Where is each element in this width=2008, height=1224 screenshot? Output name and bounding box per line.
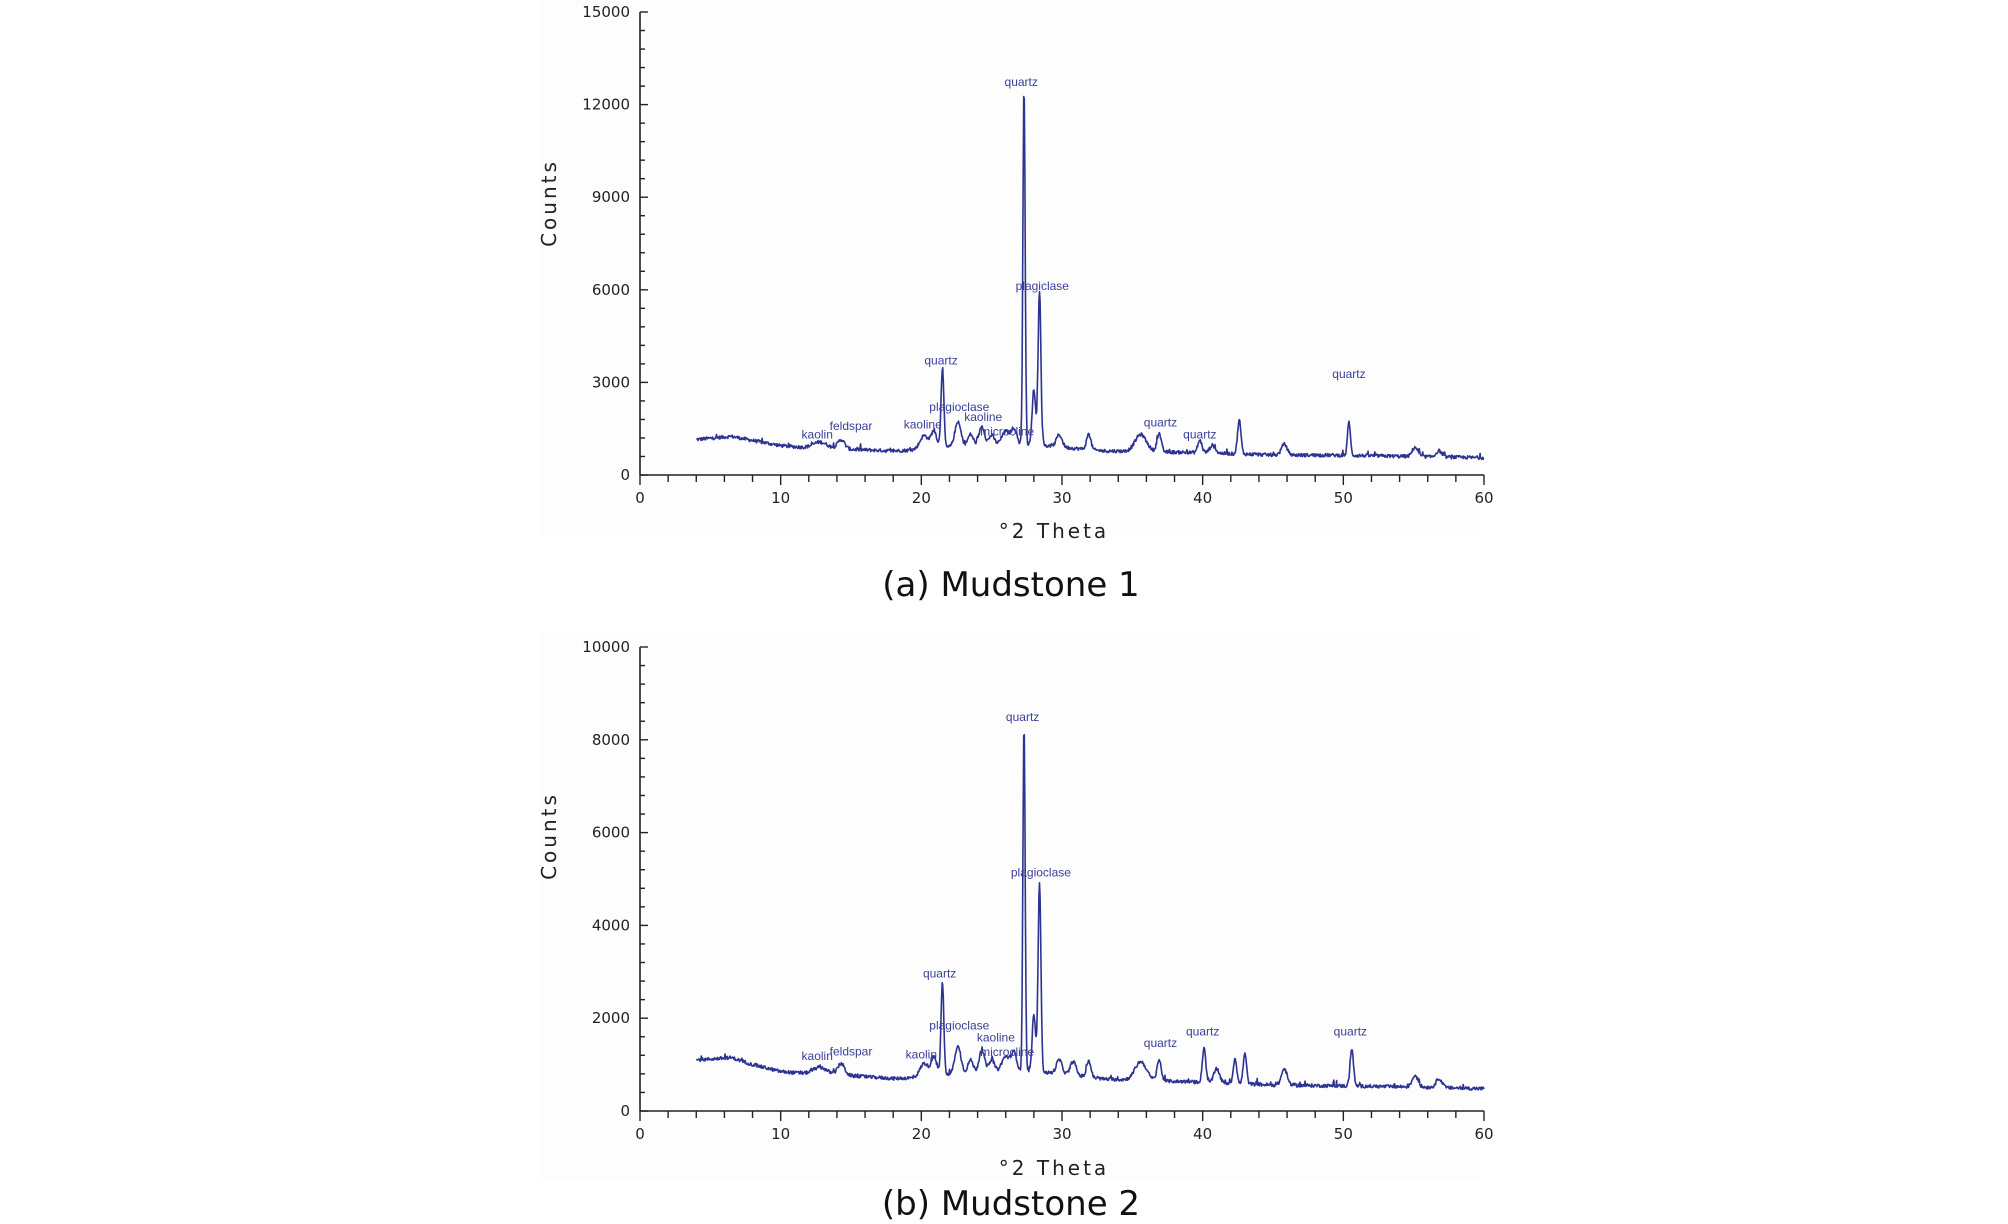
panel-caption: (a) Mudstone 1 (882, 565, 1139, 605)
y-tick-label: 3000 (592, 373, 630, 391)
peak-annotation: kaolin (802, 1049, 833, 1063)
peak-annotation: quartz (1144, 416, 1177, 430)
peak-annotation: kaoline (964, 410, 1002, 424)
x-tick-label: 10 (771, 489, 790, 507)
x-axis-title: °2 Theta (999, 1156, 1109, 1180)
y-tick-label: 8000 (592, 731, 630, 749)
y-tick-label: 0 (620, 1102, 630, 1120)
x-tick-label: 40 (1193, 489, 1212, 507)
x-tick-label: 30 (1052, 489, 1071, 507)
x-tick-label: 50 (1334, 1125, 1353, 1143)
y-tick-label: 10000 (582, 638, 630, 656)
chart-panel-b: Counts °2 Theta (b) Mudstone 2 0 2000 4000… (537, 630, 1494, 1224)
x-axis-title: °2 Theta (999, 519, 1109, 543)
peak-annotation: kaolin (906, 1048, 937, 1062)
x-tick-label: 20 (912, 1125, 931, 1143)
peak-annotation: kaoline (977, 1030, 1015, 1044)
y-tick-label: 6000 (592, 824, 630, 842)
x-tick-label: 20 (912, 489, 931, 507)
x-tick-label: 50 (1334, 489, 1353, 507)
y-axis-title: Counts (537, 792, 561, 880)
peak-annotation: quartz (1005, 75, 1038, 89)
diffraction-trace (695, 95, 1485, 461)
peak-annotation: plagiclase (1016, 279, 1070, 293)
y-tick-label: 0 (620, 466, 630, 484)
peak-annotation: quartz (1144, 1036, 1177, 1050)
y-tick-label: 12000 (582, 96, 630, 114)
peak-annotation: microcline (980, 1045, 1034, 1059)
peak-annotation: quartz (1186, 1024, 1219, 1038)
y-tick-label: 9000 (592, 188, 630, 206)
peak-annotation: microcline (980, 424, 1034, 438)
peak-annotation: quartz (1006, 710, 1039, 724)
peak-annotation: quartz (1334, 1024, 1367, 1038)
y-tick-label: 15000 (582, 3, 630, 21)
y-tick-label: 4000 (592, 916, 630, 934)
peak-annotation: plagioclase (1011, 866, 1071, 880)
x-tick-label: 0 (635, 1125, 645, 1143)
x-tick-label: 60 (1474, 1125, 1493, 1143)
peak-annotation: plagioclase (929, 400, 989, 414)
peak-annotation: feldspar (830, 419, 873, 433)
peak-annotation: quartz (924, 353, 957, 367)
panel-background (540, 630, 1480, 1180)
x-tick-label: 10 (771, 1125, 790, 1143)
panel-background (540, 0, 1480, 535)
x-tick-label: 40 (1193, 1125, 1212, 1143)
peak-annotation: plagioclase (929, 1018, 989, 1032)
panel-caption: (b) Mudstone 2 (882, 1184, 1140, 1224)
chart-panel-a: Counts °2 Theta (a) Mudstone 1 0 3000 6000… (537, 0, 1494, 605)
peak-annotation: quartz (923, 966, 956, 980)
peak-annotation: kaolin (802, 428, 833, 442)
x-tick-label: 0 (635, 489, 645, 507)
peak-annotation: kaoline (904, 418, 942, 432)
diffraction-trace (695, 733, 1485, 1091)
x-tick-label: 30 (1052, 1125, 1071, 1143)
y-tick-label: 6000 (592, 281, 630, 299)
peak-annotation: quartz (1183, 428, 1216, 442)
peak-annotation: quartz (1332, 367, 1365, 381)
peak-annotation: feldspar (830, 1044, 873, 1058)
y-tick-label: 2000 (592, 1009, 630, 1027)
x-tick-label: 60 (1474, 489, 1493, 507)
y-axis-title: Counts (537, 159, 561, 247)
